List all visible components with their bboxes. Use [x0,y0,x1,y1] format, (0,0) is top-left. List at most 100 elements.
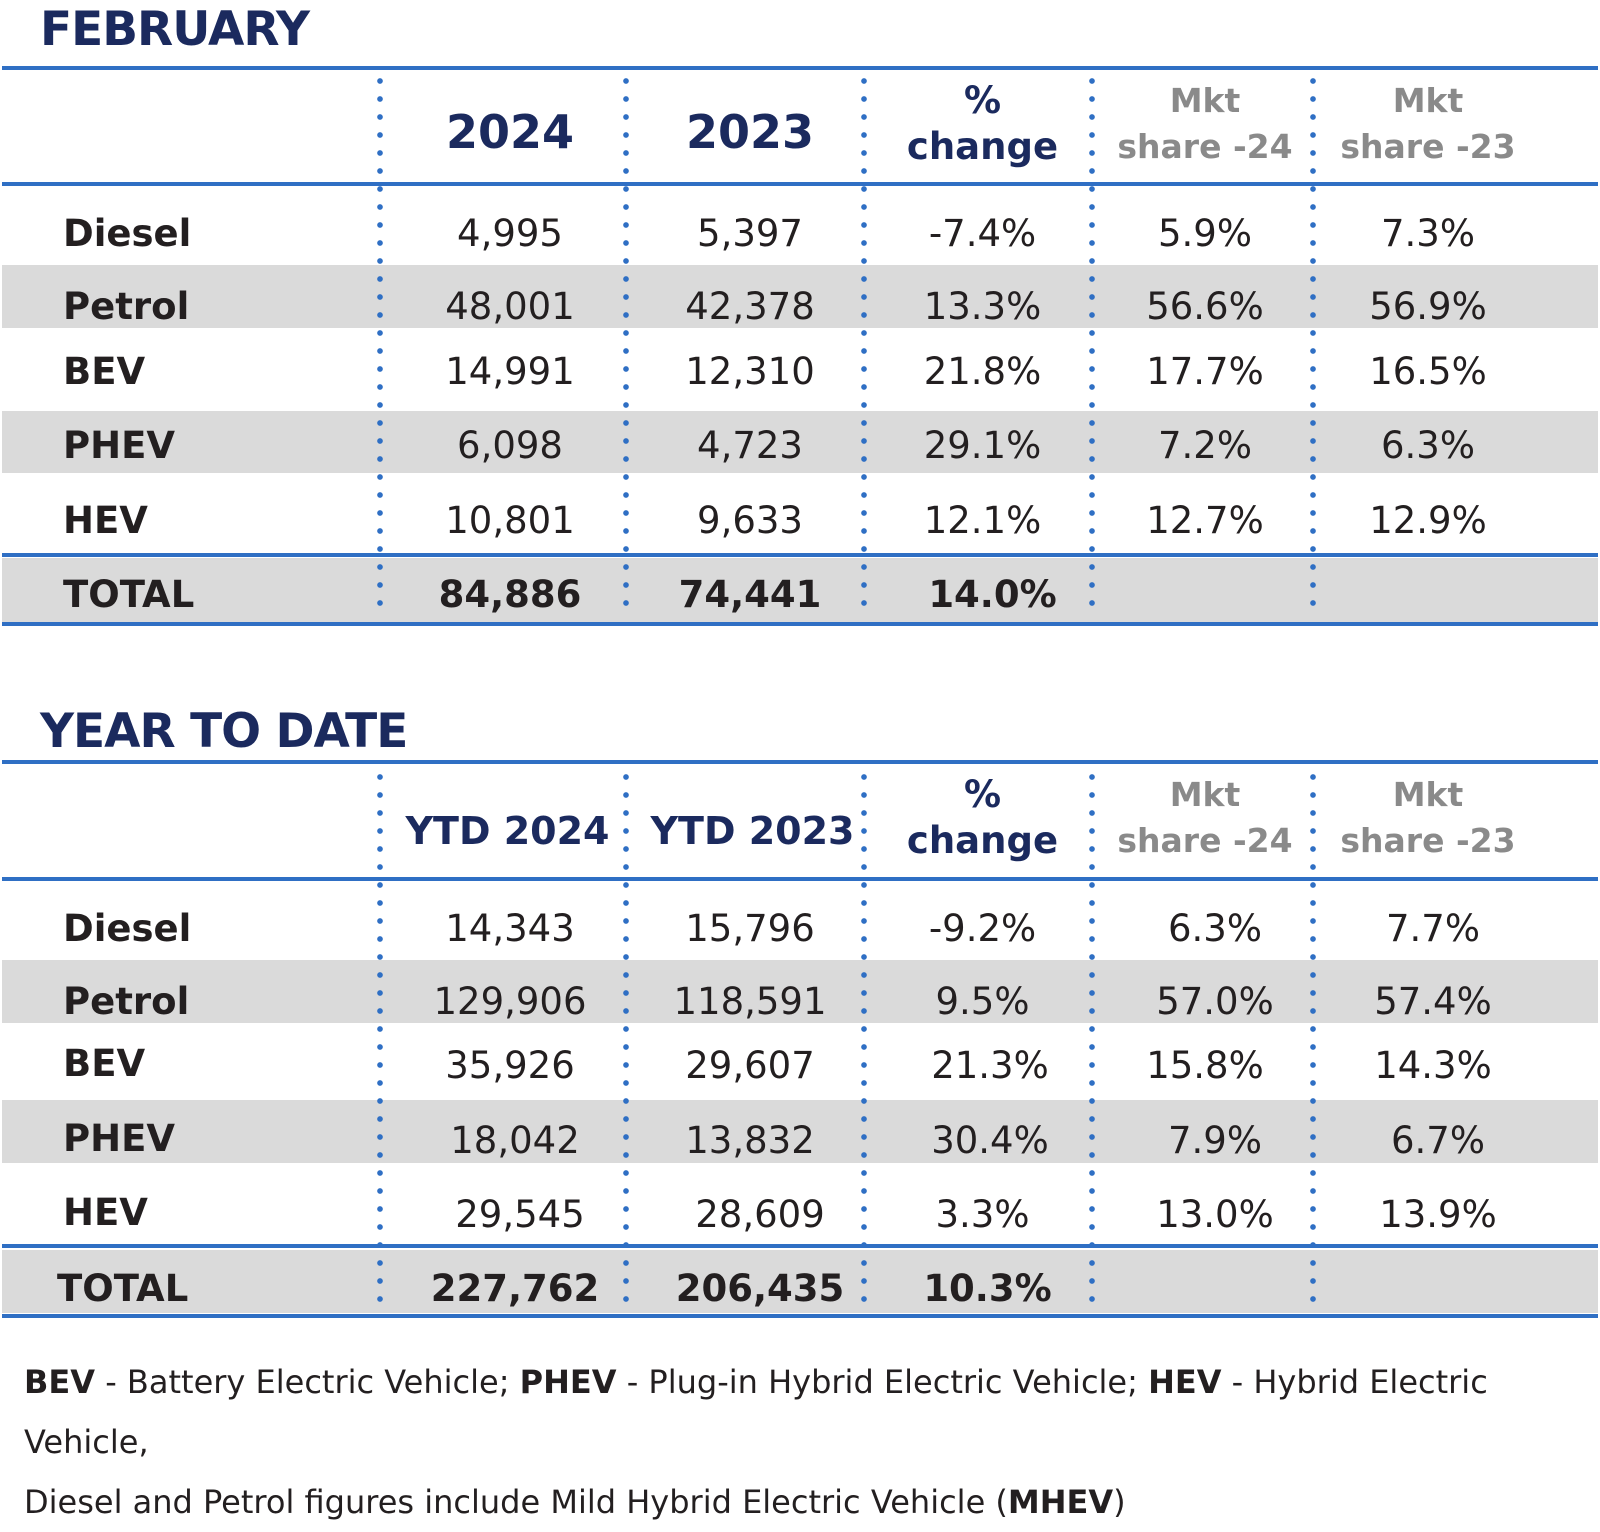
cell-change: 29.1% [923,424,1042,467]
cell-share-24: 57.0% [1156,980,1274,1023]
cell-change: -7.4% [928,212,1037,255]
column-divider [861,72,867,612]
cell-share-24: 56.6% [1146,285,1264,328]
row-band-total [2,1250,1598,1313]
column-divider [377,72,383,612]
header-2024: 2024 [445,105,575,159]
header-mkt-share-24: Mkt share -24 [1117,775,1293,860]
footnote-mhev-text: Diesel and Petrol figures include Mild H… [24,1483,1008,1521]
cell-2024: 14,343 [445,907,575,950]
cell-change: 9.5% [935,980,1030,1023]
footnote-phev-text: - Plug-in Hybrid Electric Vehicle; [616,1363,1149,1401]
row-label: HEV [63,1191,148,1234]
cell-2023: 4,723 [697,424,803,467]
cell-change: 3.3% [935,1193,1030,1236]
footnote-phev-abbr: PHEV [519,1363,617,1401]
cell-share-24: 7.9% [1168,1119,1262,1162]
row-label: Petrol [63,980,190,1023]
column-divider [623,768,629,1308]
total-change: 14.0% [928,573,1057,616]
header-bottom-rule [2,877,1598,881]
header-mkt-share-24: Mkt share -24 [1117,81,1293,166]
column-divider [1089,768,1095,1308]
cell-2024: 4,995 [457,212,563,255]
row-band-petrol [2,960,1598,1023]
table-bottom-rule [2,622,1598,626]
cell-2023: 9,633 [697,499,803,542]
header-pct-change: % change [906,79,1059,168]
row-label: PHEV [63,1117,175,1160]
cell-share-24: 15.8% [1146,1044,1264,1087]
row-label: HEV [63,499,148,542]
header-2023: 2023 [685,105,815,159]
total-change: 10.3% [923,1267,1052,1310]
header-bottom-rule [2,182,1598,186]
cell-change: 21.8% [923,350,1042,393]
cell-change: 12.1% [923,499,1042,542]
ytd-title: YEAR TO DATE [40,704,408,759]
total-top-rule [2,553,1598,557]
header-mkt-share-23: Mkt share -23 [1340,775,1516,860]
cell-share-23: 12.9% [1369,499,1487,542]
total-2023: 206,435 [675,1267,845,1310]
footnote-hev-text: - Hybrid Electric Vehicle, [24,1363,1488,1461]
cell-2023: 12,310 [685,350,815,393]
cell-2024: 18,042 [450,1119,580,1162]
cell-2024: 129,906 [433,980,587,1023]
footnote-mhev-abbr: MHEV [1007,1483,1114,1521]
february-title: FEBRUARY [40,2,310,57]
cell-share-23: 57.4% [1374,980,1492,1023]
table-bottom-rule [2,1314,1598,1318]
row-label: Petrol [63,285,190,328]
cell-2024: 35,926 [445,1044,575,1087]
row-label: Diesel [63,212,192,255]
cell-share-23: 14.3% [1374,1044,1492,1087]
column-divider [1089,72,1095,612]
cell-share-24: 13.0% [1156,1193,1274,1236]
cell-share-23: 6.3% [1381,424,1475,467]
row-band-phev [2,1100,1598,1163]
footnote-hev-abbr: HEV [1148,1363,1222,1401]
table-top-rule [2,760,1598,764]
cell-share-23: 16.5% [1369,350,1487,393]
total-label: TOTAL [57,1267,189,1310]
total-2024: 84,886 [438,573,582,616]
cell-2023: 5,397 [697,212,803,255]
row-band-total [2,558,1598,623]
cell-2023: 13,832 [685,1119,815,1162]
cell-share-24: 12.7% [1146,499,1264,542]
column-divider [1310,72,1316,612]
cell-share-23: 56.9% [1369,285,1487,328]
cell-2023: 28,609 [695,1193,825,1236]
footnote-bev-text: - Battery Electric Vehicle; [95,1363,520,1401]
cell-share-24: 6.3% [1168,907,1262,950]
cell-change: 30.4% [931,1119,1049,1162]
column-divider [1310,768,1316,1308]
header-pct-change: % change [906,773,1059,862]
cell-share-24: 17.7% [1146,350,1264,393]
row-label: BEV [63,350,146,393]
total-2024: 227,762 [430,1267,600,1310]
cell-2024: 14,991 [445,350,575,393]
cell-2024: 29,545 [455,1193,585,1236]
cell-2023: 15,796 [685,907,815,950]
header-ytd-2024: YTD 2024 [405,809,610,853]
row-label: Diesel [63,907,192,950]
cell-2024: 10,801 [445,499,575,542]
footnote-close-paren: ) [1113,1483,1126,1521]
cell-share-24: 5.9% [1158,212,1252,255]
cell-share-23: 6.7% [1391,1119,1485,1162]
total-label: TOTAL [63,573,195,616]
column-divider [377,768,383,1308]
header-ytd-2023: YTD 2023 [650,809,855,853]
total-2023: 74,441 [678,573,822,616]
cell-2023: 42,378 [685,285,815,328]
cell-2024: 6,098 [457,424,563,467]
cell-share-23: 7.7% [1386,907,1480,950]
row-band-phev [2,411,1598,473]
header-mkt-share-23: Mkt share -23 [1340,81,1516,166]
column-divider [861,768,867,1308]
column-divider [623,72,629,612]
total-top-rule [2,1244,1598,1248]
cell-share-24: 7.2% [1158,424,1252,467]
